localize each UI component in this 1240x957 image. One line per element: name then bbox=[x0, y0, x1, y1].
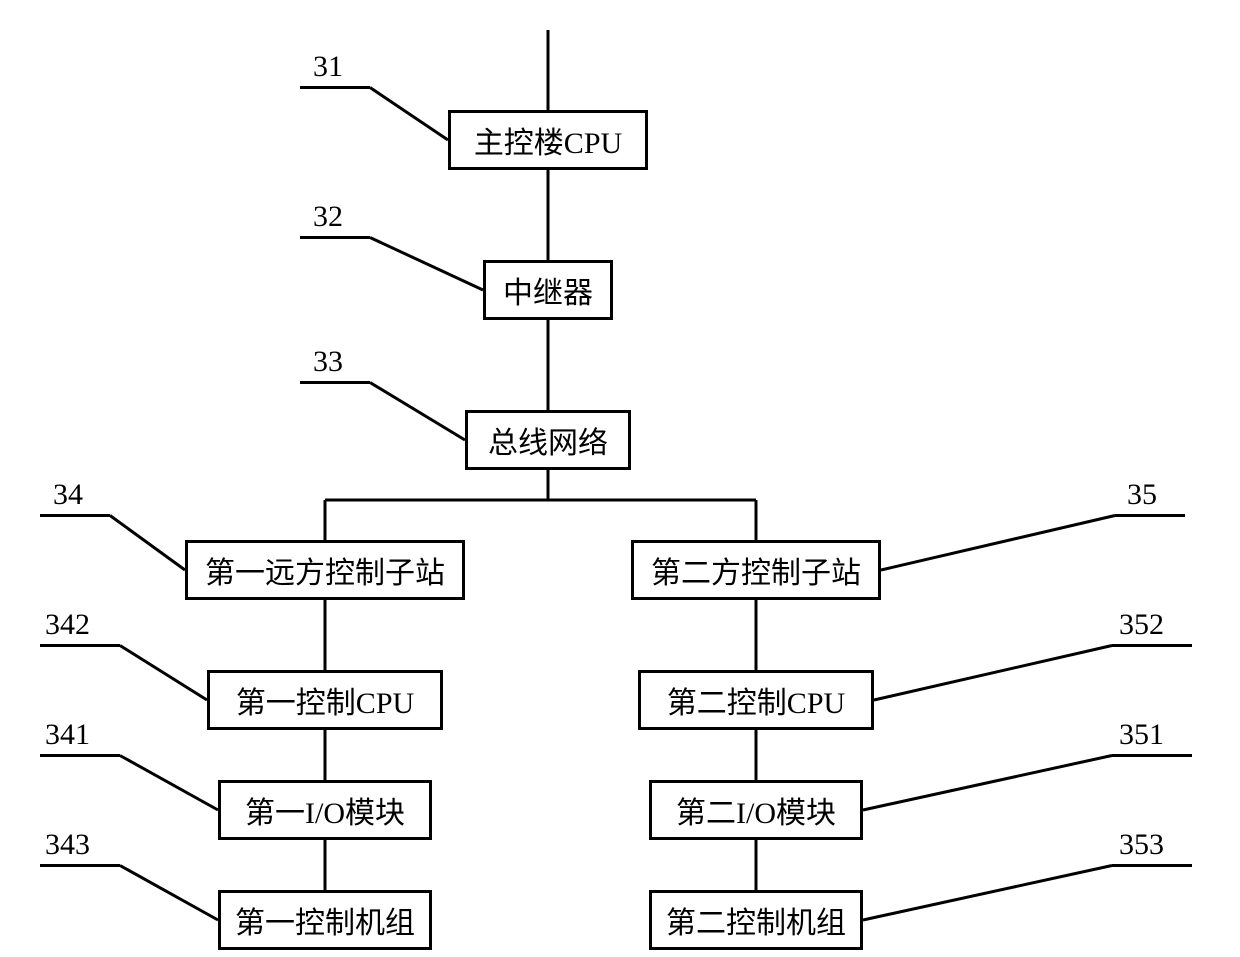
node-label: 第二I/O模块 bbox=[676, 788, 836, 832]
node-label: 第二控制机组 bbox=[666, 898, 846, 942]
ref-32: 32 bbox=[313, 200, 343, 234]
ref-341: 341 bbox=[45, 718, 90, 752]
ref-underline bbox=[40, 864, 120, 867]
ref-35: 35 bbox=[1127, 478, 1157, 512]
node-sub1: 第一远方控制子站 bbox=[185, 540, 465, 600]
ref-343: 343 bbox=[45, 828, 90, 862]
ref-underline bbox=[40, 644, 120, 647]
node-label: 第一I/O模块 bbox=[245, 788, 405, 832]
node-cpu1: 第一控制CPU bbox=[207, 670, 443, 730]
ref-underline bbox=[1112, 864, 1192, 867]
node-bus: 总线网络 bbox=[465, 410, 631, 470]
node-unit1: 第一控制机组 bbox=[218, 890, 432, 950]
node-main-cpu: 主控楼CPU bbox=[448, 110, 648, 170]
node-label: 第一远方控制子站 bbox=[205, 548, 445, 592]
ref-342: 342 bbox=[45, 608, 90, 642]
node-repeater: 中继器 bbox=[483, 260, 613, 320]
ref-34: 34 bbox=[53, 478, 83, 512]
node-label: 第一控制CPU bbox=[236, 678, 414, 722]
ref-underline bbox=[300, 381, 370, 384]
node-io2: 第二I/O模块 bbox=[649, 780, 863, 840]
ref-33: 33 bbox=[313, 345, 343, 379]
ref-underline bbox=[300, 236, 370, 239]
node-label: 第一控制机组 bbox=[235, 898, 415, 942]
ref-underline bbox=[1112, 754, 1192, 757]
node-cpu2: 第二控制CPU bbox=[638, 670, 874, 730]
node-io1: 第一I/O模块 bbox=[218, 780, 432, 840]
ref-underline bbox=[40, 754, 120, 757]
node-label: 第二控制CPU bbox=[667, 678, 845, 722]
ref-underline bbox=[1112, 644, 1192, 647]
node-label: 主控楼CPU bbox=[474, 118, 622, 162]
ref-underline bbox=[1115, 514, 1185, 517]
ref-underline bbox=[300, 86, 370, 89]
node-label: 第二方控制子站 bbox=[651, 548, 861, 592]
ref-352: 352 bbox=[1119, 608, 1164, 642]
ref-353: 353 bbox=[1119, 828, 1164, 862]
ref-31: 31 bbox=[313, 50, 343, 84]
ref-351: 351 bbox=[1119, 718, 1164, 752]
node-label: 总线网络 bbox=[488, 418, 608, 462]
ref-underline bbox=[40, 514, 110, 517]
node-unit2: 第二控制机组 bbox=[649, 890, 863, 950]
node-label: 中继器 bbox=[503, 268, 593, 312]
node-sub2: 第二方控制子站 bbox=[631, 540, 881, 600]
